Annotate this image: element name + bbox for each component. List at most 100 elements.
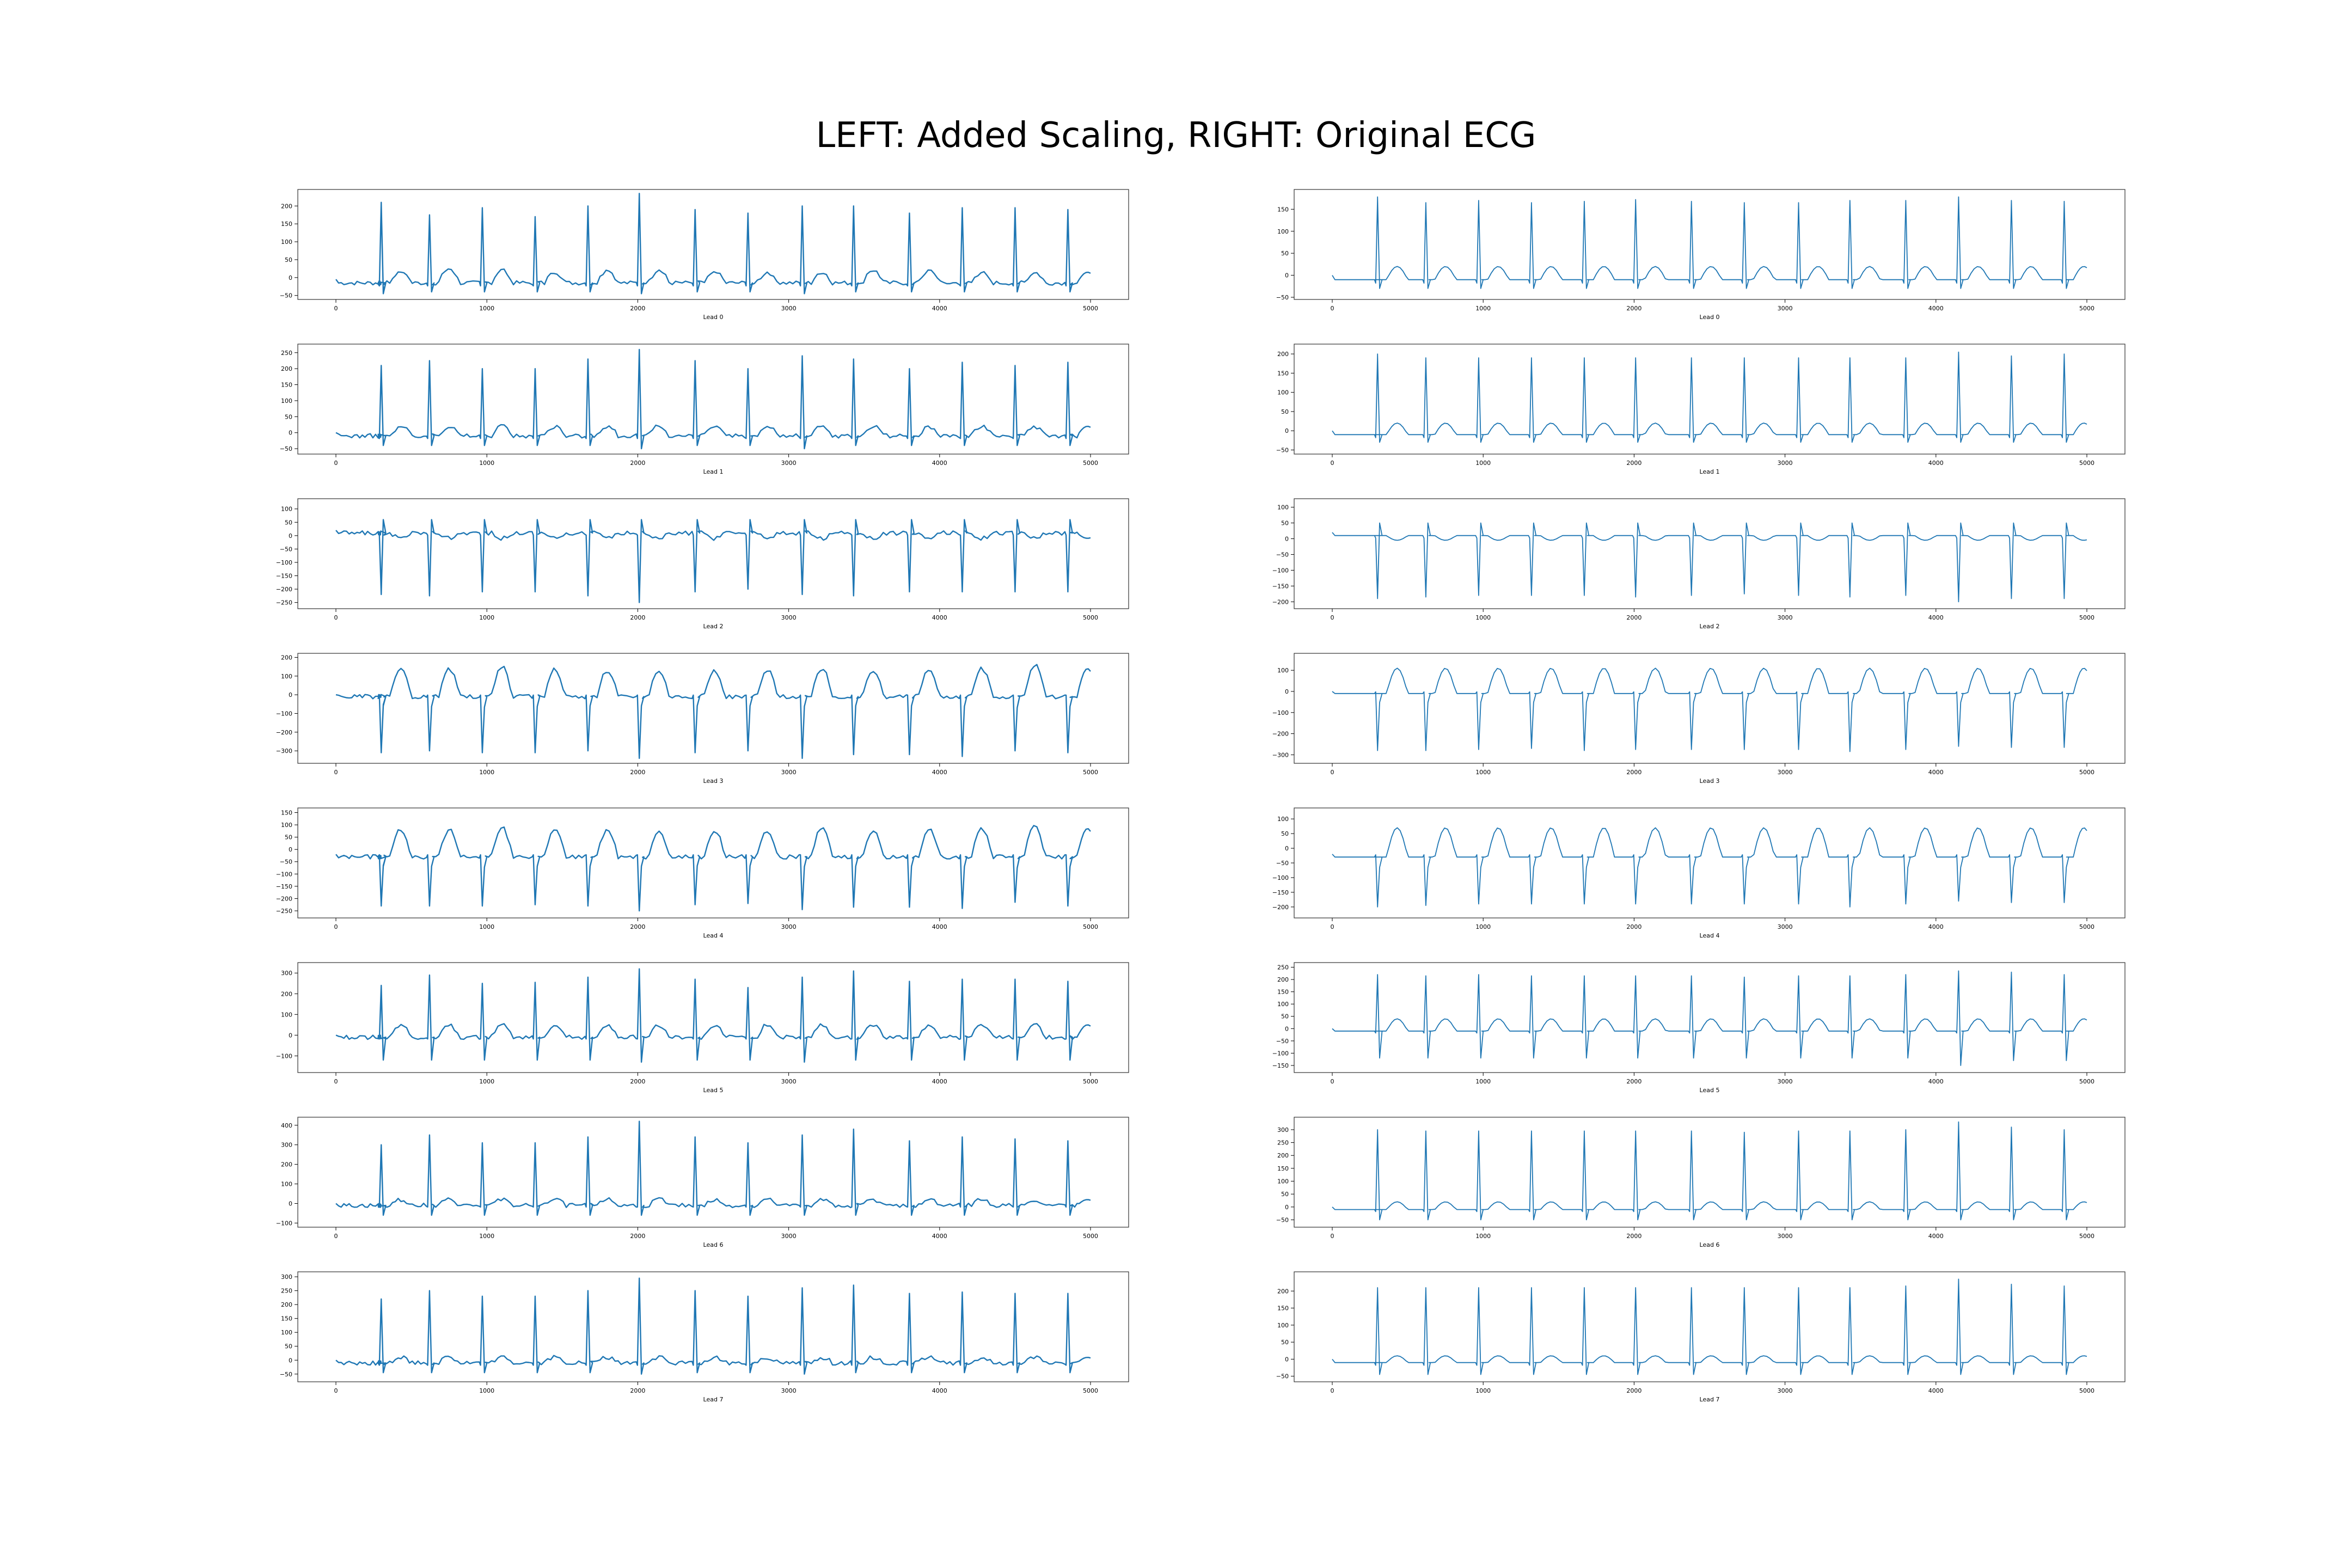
- lead-label: Lead 1: [703, 468, 724, 475]
- y-tick-label: 50: [1281, 1339, 1289, 1346]
- y-tick-label: 200: [281, 990, 292, 997]
- y-tick-label: 50: [285, 834, 292, 841]
- x-tick-label: 2000: [630, 923, 645, 930]
- y-tick-label: −200: [276, 586, 292, 593]
- x-tick-label: 2000: [630, 460, 645, 467]
- axes-frame: [1294, 189, 2126, 300]
- y-tick-label: −150: [1272, 1062, 1289, 1069]
- axes-frame: [1294, 498, 2126, 609]
- y-tick-label: 100: [281, 822, 292, 829]
- x-tick-label: 5000: [1083, 460, 1098, 467]
- y-tick-label: −300: [1272, 751, 1289, 758]
- y-tick-label: 250: [1277, 964, 1289, 971]
- x-tick-label: 1000: [1475, 1387, 1491, 1394]
- y-tick-label: 50: [1281, 1013, 1289, 1020]
- x-tick-label: 1000: [479, 305, 494, 312]
- x-tick-label: 2000: [630, 1387, 645, 1394]
- y-tick-label: −50: [1276, 1217, 1289, 1224]
- x-tick-label: 2000: [630, 769, 645, 776]
- lead-label: Lead 7: [1700, 1396, 1720, 1403]
- y-tick-label: −100: [276, 871, 292, 878]
- x-tick-label: 0: [1331, 1233, 1334, 1240]
- y-tick-label: 50: [1281, 1191, 1289, 1198]
- y-tick-label: 100: [1277, 1178, 1289, 1185]
- y-tick-label: 200: [281, 203, 292, 210]
- x-tick-label: 0: [334, 460, 338, 467]
- lead-label: Lead 0: [703, 314, 724, 321]
- x-tick-label: 4000: [1928, 460, 1944, 467]
- x-tick-label: 0: [1331, 1387, 1334, 1394]
- lead-label: Lead 6: [703, 1241, 724, 1248]
- y-tick-label: −50: [1276, 294, 1289, 301]
- lead-label: Lead 3: [1700, 777, 1720, 785]
- x-tick-label: 3000: [781, 614, 797, 621]
- ecg-panel-left-4: −250 −200 −150 −100 −50 0 50 100 150 0 1000 2000 300…: [276, 807, 1129, 939]
- x-tick-label: 3000: [781, 1233, 797, 1240]
- y-tick-label: 200: [281, 654, 292, 661]
- x-tick-label: 1000: [1475, 460, 1491, 467]
- y-tick-label: 200: [281, 1301, 292, 1308]
- x-tick-label: 5000: [1083, 1078, 1098, 1085]
- x-tick-label: 4000: [1928, 1233, 1944, 1240]
- x-tick-label: 0: [1331, 460, 1334, 467]
- ecg-trace-lead-3: [335, 664, 1091, 759]
- y-tick-label: 100: [1277, 1001, 1289, 1008]
- y-tick-label: 50: [1281, 830, 1289, 837]
- x-tick-label: 5000: [1083, 305, 1098, 312]
- y-tick-label: 150: [1277, 1165, 1289, 1172]
- x-tick-label: 4000: [932, 614, 947, 621]
- y-tick-label: 100: [281, 397, 292, 405]
- x-tick-label: 5000: [2079, 1233, 2094, 1240]
- x-tick-label: 4000: [932, 305, 947, 312]
- y-tick-label: −100: [276, 1220, 292, 1227]
- y-tick-label: 100: [1277, 816, 1289, 823]
- y-tick-label: 0: [289, 274, 292, 281]
- axes-frame: [1294, 653, 2126, 764]
- x-tick-label: 3000: [781, 1387, 797, 1394]
- lead-label: Lead 2: [703, 623, 724, 630]
- ecg-trace-lead-1: [335, 348, 1091, 450]
- x-tick-label: 3000: [1778, 1387, 1793, 1394]
- y-tick-label: 100: [281, 506, 292, 513]
- x-tick-label: 5000: [1083, 1387, 1098, 1394]
- ecg-trace-lead-0: [335, 193, 1091, 295]
- y-tick-label: −300: [276, 748, 292, 755]
- x-tick-label: 1000: [1475, 1233, 1491, 1240]
- x-tick-label: 3000: [1778, 305, 1793, 312]
- ecg-trace-lead-3: [1332, 667, 2087, 752]
- x-tick-label: 0: [334, 769, 338, 776]
- lead-label: Lead 4: [703, 932, 724, 939]
- y-tick-label: 150: [1277, 370, 1289, 377]
- y-tick-label: −50: [280, 546, 292, 553]
- y-tick-label: −200: [276, 895, 292, 902]
- axes-frame: [297, 962, 1129, 1073]
- y-tick-label: 0: [1285, 688, 1289, 695]
- lead-label: Lead 2: [1700, 623, 1720, 630]
- y-tick-label: 50: [285, 256, 292, 264]
- y-tick-label: −150: [1272, 583, 1289, 590]
- y-tick-label: 200: [1277, 1288, 1289, 1295]
- y-tick-label: 50: [1281, 520, 1289, 527]
- x-tick-label: 1000: [479, 769, 494, 776]
- y-tick-label: 100: [281, 1011, 292, 1018]
- x-tick-label: 0: [334, 1233, 338, 1240]
- ecg-trace-lead-6: [335, 1120, 1091, 1216]
- y-tick-label: 400: [281, 1122, 292, 1129]
- y-tick-label: −100: [276, 559, 292, 566]
- y-tick-label: −100: [276, 1052, 292, 1059]
- axes-frame: [1294, 962, 2126, 1073]
- lead-label: Lead 6: [1700, 1241, 1720, 1248]
- axes-frame: [297, 807, 1129, 918]
- x-tick-label: 3000: [781, 923, 797, 930]
- y-tick-label: 100: [281, 1181, 292, 1188]
- x-tick-label: 0: [1331, 1078, 1334, 1085]
- y-tick-label: 50: [1281, 408, 1289, 415]
- x-tick-label: 2000: [1626, 614, 1641, 621]
- y-tick-label: 0: [289, 430, 292, 437]
- x-tick-label: 5000: [2079, 1387, 2094, 1394]
- x-tick-label: 4000: [1928, 769, 1944, 776]
